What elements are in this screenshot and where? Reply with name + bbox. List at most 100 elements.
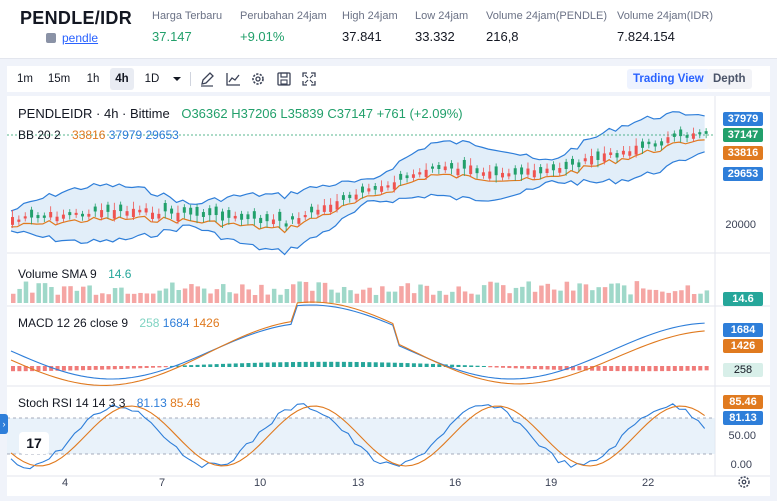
x-axis-tick: 19 [545,477,558,489]
macd-histogram-bar [119,366,124,369]
chart-toolbar: 1m 15m 1h 4h 1D Trading View Depth [7,66,770,92]
bb-basis-line [10,139,705,234]
macd-histogram-bar [322,361,327,367]
macd-histogram-bar [469,365,474,367]
candle-body [144,208,148,213]
candle-body [81,213,84,217]
macd-histogram-bar [310,361,315,367]
chevron-down-icon[interactable] [167,69,187,89]
candle-body [380,186,384,192]
interval-15m-button[interactable]: 15m [47,73,71,85]
gear-icon[interactable] [248,69,268,89]
interval-4h-button[interactable]: 4h [110,68,134,90]
volume-bar [558,290,563,303]
macd-histogram-bar [87,366,92,371]
stoch-legend: Stoch RSI 14 14 3 3 81.13 85.46 [18,396,200,410]
candle-body [520,167,524,175]
volume-bar [666,292,671,303]
volume-bar [23,281,29,303]
bb-upper-line [10,111,705,212]
macd-histogram-bar [380,362,385,367]
candle-body [100,210,104,218]
depth-tab[interactable]: Depth [707,69,752,89]
volume-bar [494,282,500,303]
volume-bar [68,286,73,303]
coin-icon [46,33,56,43]
stat-value: 37.841 [342,29,382,44]
macd-histogram-bar [392,362,397,367]
macd-histogram-bar [577,366,582,371]
ohlc-close: C37147 [327,106,373,121]
candle-body [278,211,282,221]
interval-1m-button[interactable]: 1m [17,73,33,85]
scroll-left-handle[interactable]: › [0,414,8,434]
candle-body [399,173,403,180]
macd-histogram-bar [252,362,257,367]
candle-body [558,168,562,173]
candle-body [653,143,657,147]
volume-bar [214,289,220,303]
price-chart-svg[interactable] [7,96,770,496]
macd-histogram-bar [348,361,353,367]
ticker-header: PENDLE/IDR pendle Harga Terbaru 37.147 P… [0,0,777,59]
candle-body [93,206,97,212]
trading-view-tab[interactable]: Trading View [627,69,710,89]
bb-label: BB 20 2 [18,128,61,142]
chart-legend-main: PENDLEIDR · 4h · Bittime O36362 H37206 L… [18,106,463,121]
volume-bar [201,288,207,303]
volume-bar [691,294,697,303]
chart-container[interactable]: PENDLEIDR · 4h · Bittime O36362 H37206 L… [0,96,770,496]
macd-histogram-bar [386,362,391,367]
macd-histogram-bar [61,366,66,371]
candle-body [628,151,632,156]
volume-bar [163,288,169,303]
candle-body [49,211,53,218]
candle-body [163,202,167,212]
volume-bar [348,290,353,303]
stat-label: Low 24jam [415,10,469,22]
coin-link[interactable]: pendle [62,31,99,45]
candle-body [456,168,460,176]
stat-value: +9.01% [240,29,285,44]
interval-1h-button[interactable]: 1h [86,73,100,85]
macd-histogram-bar [373,362,378,367]
macd-histogram-bar [462,365,467,367]
volume-bar [539,285,544,303]
volume-bar [520,286,525,303]
settings-gear-icon[interactable] [736,474,752,490]
price-label-bb-basis: 33816 [723,146,763,160]
candle-body [23,216,27,219]
macd-histogram-bar [602,366,607,371]
macd-histogram-bar [55,366,60,371]
volume-bar [698,293,703,303]
candle-body [17,219,21,222]
line-chart-icon[interactable] [223,69,243,89]
save-icon[interactable] [274,69,294,89]
macd-histogram-bar [42,366,47,371]
volume-bar [399,286,404,303]
pencil-icon[interactable] [197,69,217,89]
macd-histogram-bar [685,366,690,371]
fullscreen-icon[interactable] [299,69,319,89]
toolbar-divider [190,72,191,86]
macd-histogram-bar [481,365,486,367]
stoch-axis-50: 50.00 [728,430,756,442]
volume-bar [551,289,557,303]
macd-hist-label: 258 [723,363,763,377]
candle-body [214,206,218,216]
volume-bar [246,289,251,303]
macd-histogram-bar [488,366,493,368]
macd-histogram-bar [265,362,270,367]
macd-histogram-bar [653,366,658,372]
macd-histogram-bar [424,363,429,367]
volume-bar [475,294,481,303]
volume-bar [42,283,48,303]
candle-body [271,219,275,225]
volume-bar [119,287,124,303]
macd-signal-label: 1426 [723,339,763,353]
candle-body [182,207,186,213]
candle-body [621,150,625,155]
interval-1d-button[interactable]: 1D [144,73,160,85]
volume-bar [481,285,487,303]
macd-signal-line [10,301,705,386]
